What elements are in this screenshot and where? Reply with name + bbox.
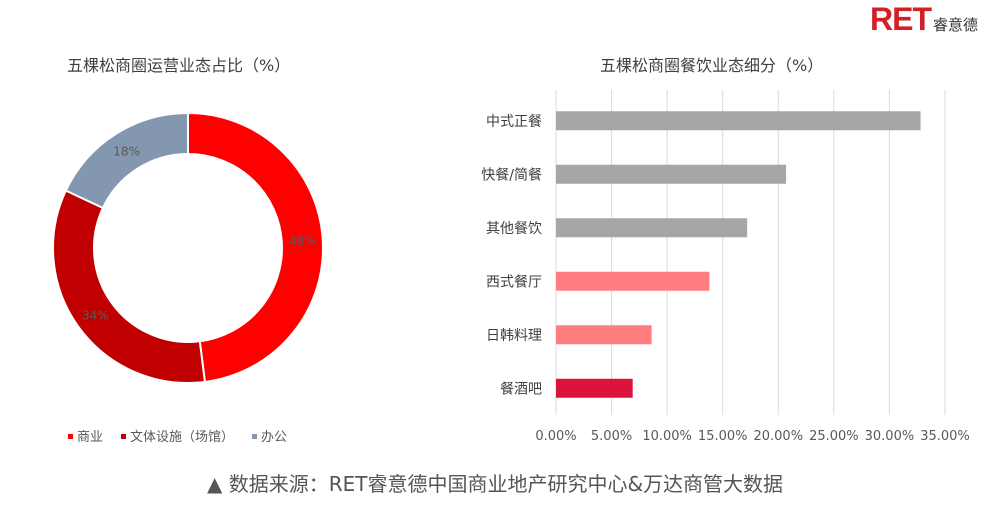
donut-slice-1 xyxy=(52,189,207,384)
legend-label-2: 办公 xyxy=(261,430,287,445)
category-label-5: 餐酒吧 xyxy=(500,381,542,397)
x-tick-label-0: 0.00% xyxy=(535,429,576,444)
legend-swatch-1 xyxy=(121,434,127,439)
x-tick-label-3: 15.00% xyxy=(698,429,748,444)
x-tick-label-6: 30.00% xyxy=(865,429,915,444)
x-tick-label-2: 10.00% xyxy=(642,429,692,444)
legend-swatch-2 xyxy=(252,434,258,439)
legend-label-1: 文体设施（场馆） xyxy=(130,430,234,445)
category-label-4: 日韩料理 xyxy=(486,328,542,344)
legend-label-0: 商业 xyxy=(77,430,103,445)
legend-swatch-0 xyxy=(68,434,73,439)
category-label-3: 西式餐厅 xyxy=(486,274,542,290)
donut-chart-title: 五棵松商圈运营业态占比（%） xyxy=(67,56,291,75)
category-label-0: 中式正餐 xyxy=(486,114,542,130)
bar-1 xyxy=(556,164,787,184)
brand-company-name: 睿意德 xyxy=(932,16,978,34)
donut-data-label-0: 48% xyxy=(289,234,316,248)
bar-2 xyxy=(556,218,748,238)
bar-4 xyxy=(556,325,652,345)
category-label-2: 其他餐饮 xyxy=(486,221,542,237)
bar-chart-title: 五棵松商圈餐饮业态细分（%） xyxy=(600,56,824,75)
x-tick-label-4: 20.00% xyxy=(753,429,803,444)
bar-3 xyxy=(556,271,710,291)
brand-logo-text: RET xyxy=(869,1,932,37)
brand-logo: RET 睿意德 xyxy=(870,2,978,36)
x-tick-label-1: 5.00% xyxy=(591,429,632,444)
donut-chart: 48% 34% 18% 商业 文体设施（场馆） 办公 xyxy=(52,111,324,445)
donut-data-label-1: 34% xyxy=(82,308,109,322)
x-tick-label-7: 35.00% xyxy=(920,429,970,444)
bar-0 xyxy=(556,111,921,131)
donut-data-label-2: 18% xyxy=(113,144,140,158)
donut-slice-2 xyxy=(64,111,189,210)
x-tick-label-5: 25.00% xyxy=(809,429,859,444)
bar-5 xyxy=(556,378,633,398)
data-source-footnote: ▲ 数据来源：RET睿意德中国商业地产研究中心&万达商管大数据 xyxy=(206,472,784,496)
category-label-1: 快餐/简餐 xyxy=(481,166,542,183)
donut-slice-0 xyxy=(187,111,324,384)
